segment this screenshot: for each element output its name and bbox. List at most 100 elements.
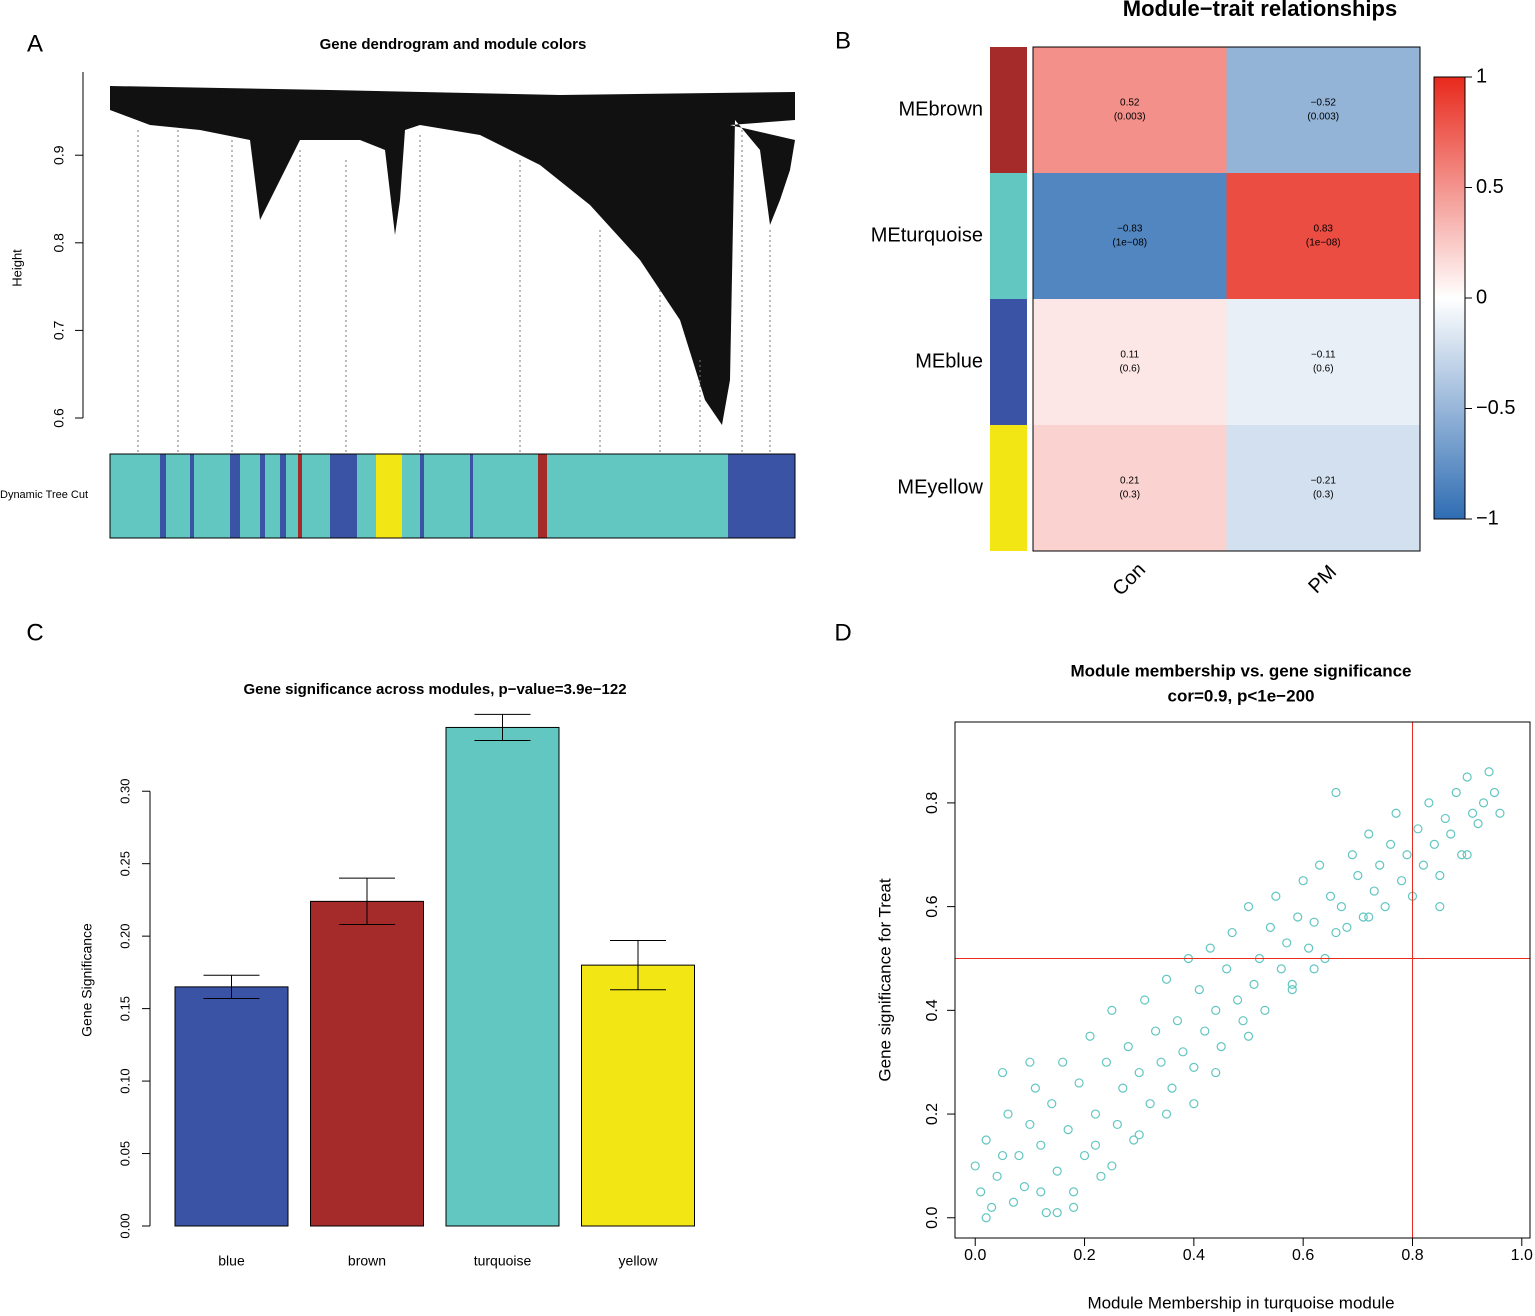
x-axis-label: Module Membership in turquoise module [1087, 1293, 1394, 1312]
dendrogram-branches [110, 86, 795, 425]
module-color-bar [109, 453, 796, 539]
point [1473, 819, 1483, 829]
heatmap-cell [1226, 425, 1421, 552]
y-tick-label: 0.7 [51, 320, 67, 340]
error-bar [474, 713, 531, 741]
point [1429, 839, 1439, 849]
point [1347, 850, 1357, 860]
x-tick-label: 0.2 [1073, 1247, 1095, 1264]
point [1457, 850, 1467, 860]
point [1052, 1166, 1062, 1176]
point [1211, 1005, 1221, 1015]
y-axis-label: Height [9, 249, 24, 287]
point [997, 1150, 1008, 1161]
row-color [990, 47, 1027, 173]
y-tick-label: 0.30 [117, 779, 132, 804]
point [1282, 938, 1292, 948]
panel-letter: C [26, 619, 43, 646]
cell-p-label: (1e−08) [1112, 238, 1147, 249]
point [1358, 912, 1368, 922]
panel-letter: B [835, 27, 851, 54]
point [1194, 984, 1204, 995]
heatmap-cell [1226, 299, 1421, 426]
panel-letter: A [27, 30, 43, 57]
point [1123, 1042, 1133, 1052]
bar [581, 964, 695, 1227]
point [1249, 979, 1259, 990]
point [1205, 943, 1215, 953]
point [1293, 912, 1303, 922]
point [1489, 787, 1500, 798]
point [1424, 798, 1434, 808]
point [1336, 902, 1347, 912]
cell-p-label: (0.3) [1119, 490, 1140, 501]
row-label: MEblue [915, 350, 983, 372]
error-bar [610, 939, 666, 991]
y-tick-label: 0.15 [117, 996, 132, 1021]
point [1227, 927, 1237, 938]
cell-p-label: (0.6) [1119, 364, 1140, 375]
chart-subtitle: cor=0.9, p<1e−200 [1168, 686, 1315, 705]
point [1101, 1057, 1112, 1067]
point [1189, 1062, 1199, 1072]
error-bar [339, 877, 395, 926]
point [1112, 1119, 1122, 1130]
point [1462, 850, 1472, 860]
point [1435, 902, 1445, 912]
heatmap-cell [1226, 47, 1421, 174]
color-row-label: Dynamic Tree Cut [0, 489, 88, 501]
heatmap-cell [1033, 173, 1227, 300]
heatmap-cell [1033, 47, 1227, 174]
point [1243, 1031, 1254, 1041]
bar [445, 726, 560, 1227]
cell-value-label: −0.21 [1311, 476, 1337, 487]
x-tick-label: 0.0 [964, 1247, 986, 1264]
point [1451, 787, 1461, 798]
point [1216, 1042, 1226, 1052]
heatmap-frame [1032, 46, 1421, 552]
panel-letter: D [834, 619, 851, 646]
point [1232, 995, 1243, 1005]
point [1167, 1083, 1177, 1093]
x-tick-label: 1.0 [1511, 1247, 1533, 1264]
color-scale [1433, 76, 1466, 520]
heatmap-cell [1033, 425, 1227, 552]
row-color [990, 173, 1027, 299]
point [1145, 1099, 1155, 1109]
point [1079, 1150, 1090, 1161]
chart-title: Module−trait relationships [1123, 0, 1397, 21]
point [1036, 1187, 1046, 1197]
point [1298, 876, 1308, 886]
cell-value-label: 0.83 [1314, 224, 1334, 235]
point [1178, 1047, 1188, 1057]
point [1243, 902, 1254, 912]
point [976, 1187, 986, 1197]
cell-p-label: (1e−08) [1306, 238, 1341, 249]
color-tick-label: −1 [1476, 507, 1499, 529]
y-tick-label: 0.20 [117, 923, 132, 948]
point [1025, 1057, 1035, 1067]
cell-value-label: 0.21 [1120, 476, 1140, 487]
dendrogram-art [110, 86, 795, 454]
point [1156, 1057, 1166, 1067]
point [1287, 979, 1297, 990]
cell-value-label: 0.11 [1120, 350, 1139, 361]
heatmap-cell [1033, 299, 1227, 426]
point [1435, 870, 1445, 881]
cell-p-label: (0.3) [1313, 490, 1334, 501]
point [1495, 808, 1505, 818]
point [1069, 1202, 1079, 1213]
color-tick-label: 0.5 [1476, 176, 1504, 198]
point [1478, 798, 1489, 808]
point [1200, 1026, 1210, 1036]
point [1260, 1005, 1270, 1015]
y-tick-label: 0.0 [924, 1207, 941, 1229]
heatmap-cell [1226, 173, 1421, 300]
x-tick-label: 0.8 [1401, 1247, 1423, 1264]
point [1014, 1150, 1024, 1161]
point [1008, 1197, 1019, 1207]
y-axis-label: Gene significance for Treat [875, 878, 894, 1081]
y-tick-label: 0.6 [924, 895, 941, 917]
point [1052, 1207, 1062, 1218]
